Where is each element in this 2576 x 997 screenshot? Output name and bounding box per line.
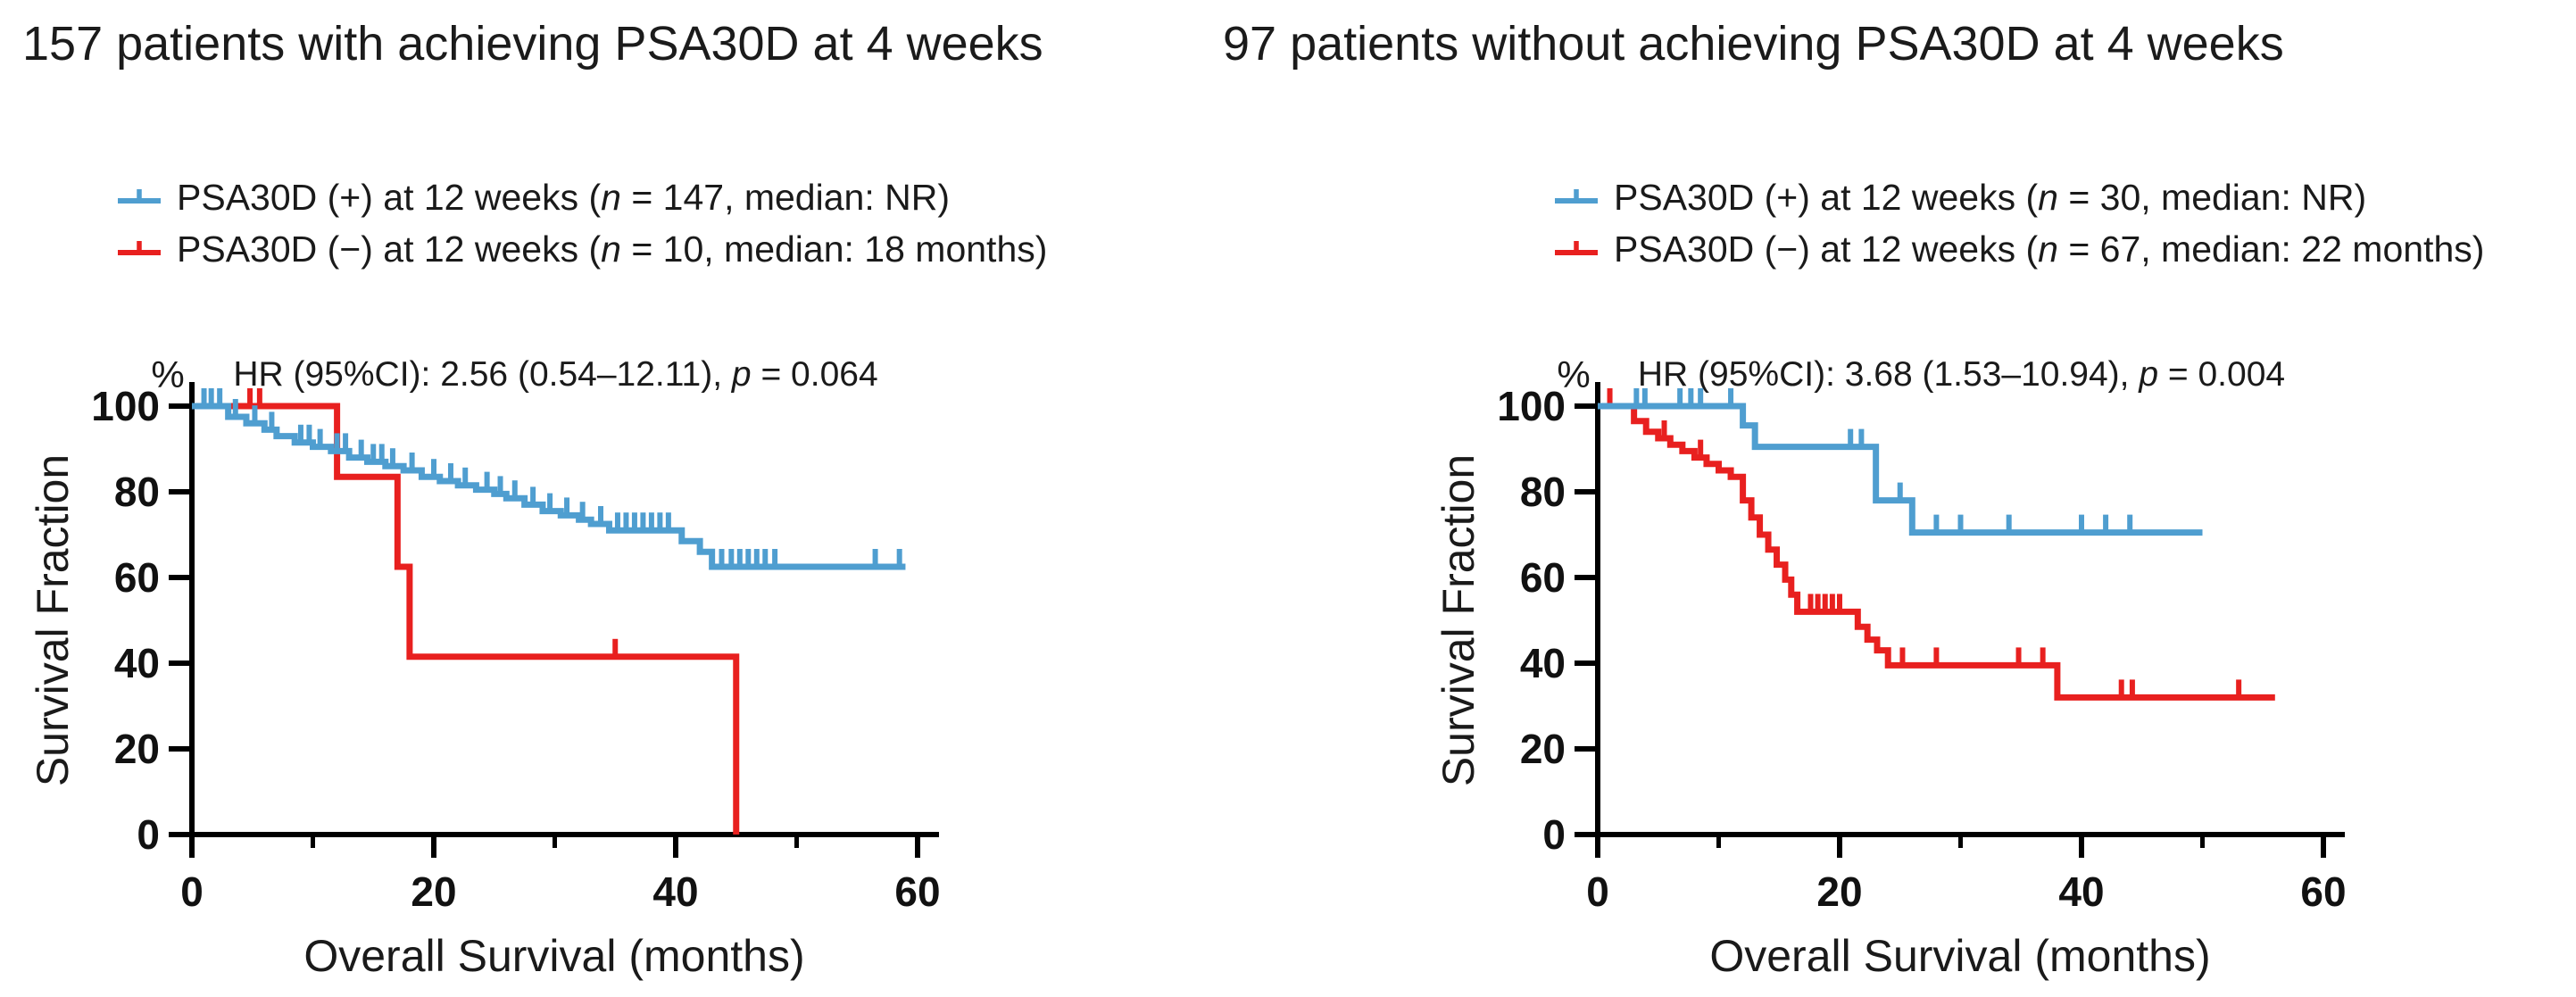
x-tick-label: 60 xyxy=(894,868,940,915)
hr-annotation-left: HR (95%CI): 2.56 (0.54–12.11), p = 0.064 xyxy=(233,355,878,394)
y-tick-label: 40 xyxy=(1520,640,1566,686)
axes xyxy=(1595,382,2345,837)
legend-item-psa30d-negative: PSA30D (−) at 12 weeks (n = 10, median: … xyxy=(116,228,1047,270)
y-axis-label: Survival Fraction xyxy=(1433,454,1483,786)
y-tick-label: 100 xyxy=(1497,383,1566,429)
y-tick-label: 0 xyxy=(137,811,160,858)
legend-label: PSA30D (−) at 12 weeks (n = 67, median: … xyxy=(1614,228,2485,270)
panel-right-title: 97 patients without achieving PSA30D at … xyxy=(1223,17,2284,71)
y-tick-label: 80 xyxy=(114,469,160,515)
y-axis-label: Survival Fraction xyxy=(28,454,78,786)
legend-left: PSA30D (+) at 12 weeks (n = 147, median:… xyxy=(116,177,1047,280)
legend-label: PSA30D (−) at 12 weeks (n = 10, median: … xyxy=(177,228,1048,270)
x-tick-label: 40 xyxy=(652,868,698,915)
legend-item-psa30d-positive: PSA30D (+) at 12 weeks (n = 30, median: … xyxy=(1553,177,2484,218)
panel-left-title: 157 patients with achieving PSA30D at 4 … xyxy=(22,17,1043,71)
y-tick-label: 20 xyxy=(1520,726,1566,772)
legend-label: PSA30D (+) at 12 weeks (n = 30, median: … xyxy=(1614,176,2367,218)
legend-item-psa30d-positive: PSA30D (+) at 12 weeks (n = 147, median:… xyxy=(116,177,1047,218)
y-tick-label: 20 xyxy=(114,726,160,772)
y-tick-label: 0 xyxy=(1542,811,1566,858)
legend-label: PSA30D (+) at 12 weeks (n = 147, median:… xyxy=(177,176,950,218)
survival-chart-left: Overall Survival (months) Survival Fract… xyxy=(28,382,941,981)
y-tick-label: 100 xyxy=(91,383,160,429)
x-axis-label: Overall Survival (months) xyxy=(1709,931,2210,981)
km-curve xyxy=(192,403,906,570)
x-tick-label: 40 xyxy=(2058,868,2104,915)
y-axis-unit-right: % xyxy=(1557,353,1591,395)
x-tick-label: 60 xyxy=(2300,868,2346,915)
x-tick-label: 20 xyxy=(411,868,456,915)
censored-line-icon xyxy=(118,189,161,204)
y-tick-label: 60 xyxy=(114,554,160,601)
y-tick-label: 60 xyxy=(1520,554,1566,601)
km-curve xyxy=(1598,403,2275,701)
censored-line-icon xyxy=(118,241,161,255)
censored-line-icon xyxy=(1555,241,1598,255)
x-tick-label: 0 xyxy=(180,868,204,915)
legend-item-psa30d-negative: PSA30D (−) at 12 weeks (n = 67, median: … xyxy=(1553,228,2484,270)
hr-annotation-right: HR (95%CI): 3.68 (1.53–10.94), p = 0.004 xyxy=(1637,355,2286,394)
x-tick-label: 20 xyxy=(1816,868,1862,915)
y-axis-unit-left: % xyxy=(151,353,185,395)
km-curve xyxy=(192,403,740,835)
legend-right: PSA30D (+) at 12 weeks (n = 30, median: … xyxy=(1553,177,2484,280)
km-curve xyxy=(1598,403,2203,536)
survival-chart-right: Overall Survival (months) Survival Fract… xyxy=(1433,382,2347,981)
x-axis-label: Overall Survival (months) xyxy=(303,931,804,981)
x-tick-label: 0 xyxy=(1586,868,1609,915)
y-tick-label: 80 xyxy=(1520,469,1566,515)
y-tick-label: 40 xyxy=(114,640,160,686)
censored-line-icon xyxy=(1555,189,1598,204)
axes xyxy=(189,382,939,837)
